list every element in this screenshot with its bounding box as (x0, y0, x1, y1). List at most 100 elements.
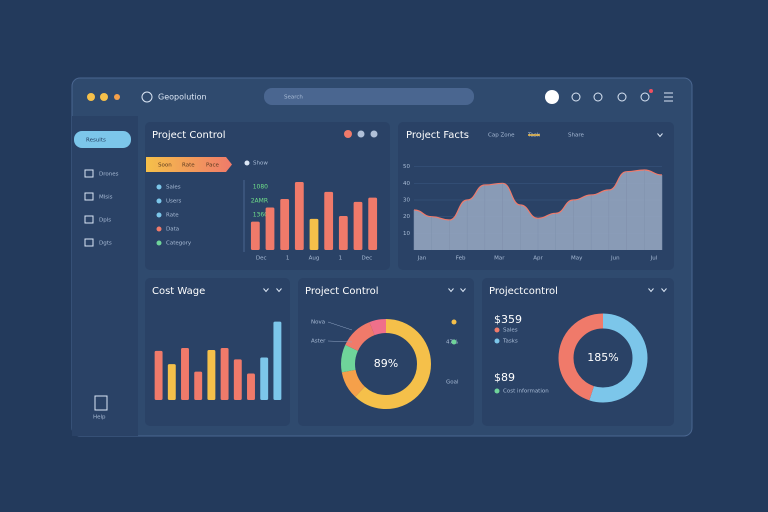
legend-label: Tasks (502, 339, 518, 345)
x-tick-label: Dec (256, 256, 267, 262)
nav-label[interactable]: Mlsis (99, 195, 113, 201)
bar (194, 371, 203, 400)
x-tick-label: Jan (417, 256, 427, 262)
bar (294, 182, 304, 250)
panel (145, 278, 290, 426)
bar (181, 348, 189, 400)
donut-center: 89% (374, 357, 398, 370)
bar (154, 350, 163, 400)
note: Cost information (503, 389, 549, 395)
legend-label: Sales (503, 328, 518, 334)
legend-dot (451, 339, 457, 345)
bar (280, 199, 290, 250)
control[interactable] (370, 130, 378, 138)
donut-label: Goal (446, 380, 459, 386)
y-tick-label: 40 (403, 181, 410, 187)
legend-value: 1080 (253, 184, 268, 191)
amount: $89 (494, 371, 515, 384)
x-tick-label: Apr (533, 256, 543, 262)
legend-dot (156, 198, 162, 204)
search-text: Search (284, 95, 303, 101)
legend-label: Category (166, 241, 192, 247)
badge (649, 89, 653, 93)
bar (260, 357, 269, 400)
x-tick-label: Jun (610, 256, 620, 262)
legend-dot (494, 327, 500, 333)
nav-label[interactable]: Dgts (99, 241, 112, 247)
icon[interactable] (640, 92, 650, 102)
nav-icon (84, 215, 94, 224)
dot (87, 93, 95, 101)
x-tick-label: May (571, 256, 583, 262)
y-tick-label: 20 (403, 214, 410, 220)
donut-center: 185% (587, 351, 618, 364)
legend-label: Users (166, 199, 182, 205)
control[interactable] (344, 130, 352, 138)
panel-icon[interactable] (648, 288, 654, 293)
title: Cost Wage (152, 286, 205, 297)
panel-icon[interactable] (276, 288, 282, 293)
bar (309, 218, 319, 250)
bar (273, 321, 282, 400)
help-icon[interactable] (94, 395, 108, 411)
filter[interactable]: Show (253, 161, 268, 167)
legend-value: 2AMR (251, 198, 268, 205)
nav-icon (84, 238, 94, 247)
pill-label: Soon (158, 163, 172, 169)
panel-icon[interactable] (657, 133, 663, 138)
panel-icon[interactable] (263, 288, 269, 293)
legend-label: Data (166, 227, 179, 233)
progress-pill (146, 157, 232, 172)
help-label: Help (93, 415, 106, 421)
filter-dot (244, 160, 250, 166)
legend-dot (156, 226, 162, 232)
avatar[interactable] (545, 90, 559, 104)
donut-label: Aster (311, 339, 326, 345)
legend-label[interactable]: Share (568, 133, 584, 139)
amount: $359 (494, 313, 522, 326)
legend-dot (494, 338, 500, 344)
panel-icon[interactable] (448, 288, 454, 293)
nav-label[interactable]: Drones (99, 172, 119, 178)
x-tick-label: Aug (309, 256, 320, 262)
bar (353, 201, 363, 250)
bar (220, 348, 229, 400)
nav-label[interactable]: Dpls (99, 218, 111, 224)
sidebar (72, 116, 138, 436)
area (414, 170, 662, 250)
donut-segment (558, 313, 648, 403)
x-tick-label: Jul (650, 256, 658, 262)
legend-label: Sales (166, 185, 181, 191)
legend-dot (494, 388, 500, 394)
app-name: Geopolution (158, 93, 207, 102)
y-tick-label: 30 (403, 198, 410, 204)
search-box[interactable] (264, 88, 474, 105)
active-nav[interactable] (74, 131, 131, 148)
control[interactable] (357, 130, 365, 138)
panel-icon[interactable] (661, 288, 667, 293)
logo (141, 91, 153, 103)
bar (167, 364, 176, 400)
icon[interactable] (593, 92, 603, 102)
x-tick-label: 1 (339, 256, 343, 262)
nav-icon (84, 192, 94, 201)
bar (324, 191, 334, 250)
legend-label[interactable]: Cap Zone (488, 133, 515, 139)
icon[interactable] (617, 92, 627, 102)
title: Project Control (152, 130, 226, 141)
title: Projectcontrol (489, 286, 558, 297)
bar (338, 216, 348, 250)
bar (233, 359, 242, 400)
title: Project Control (305, 286, 379, 297)
panel-icon[interactable] (460, 288, 466, 293)
donut-label: Nova (311, 320, 325, 326)
bar (207, 349, 216, 400)
icon[interactable] (571, 92, 581, 102)
x-tick-label: Dec (361, 256, 372, 262)
dot (100, 93, 108, 101)
legend-dot (451, 319, 457, 325)
menu[interactable] (664, 92, 673, 102)
donut-segment (341, 319, 431, 409)
